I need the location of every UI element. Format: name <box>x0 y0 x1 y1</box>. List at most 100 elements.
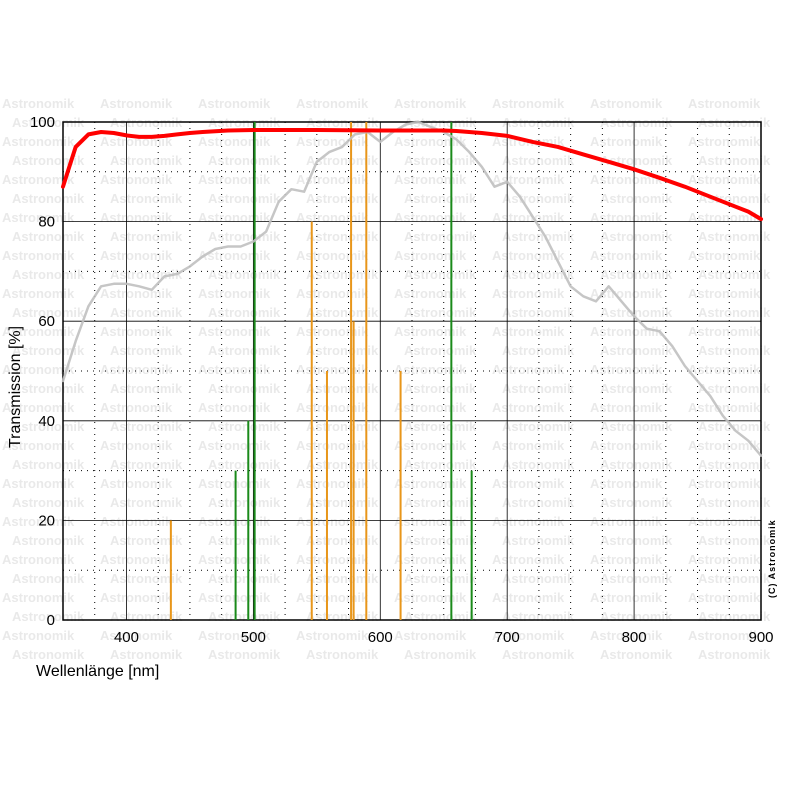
watermark-text: Astronomik <box>394 362 467 377</box>
watermark-text: Astronomik <box>404 267 477 282</box>
watermark-text: Astronomik <box>100 96 173 111</box>
watermark-text: Astronomik <box>590 590 663 605</box>
x-tick-label: 600 <box>368 629 393 646</box>
watermark-text: Astronomik <box>12 343 85 358</box>
watermark-text: Astronomik <box>198 514 271 529</box>
watermark-text: Astronomik <box>492 476 565 491</box>
y-tick-label: 40 <box>38 413 55 430</box>
watermark-text: Astronomik <box>198 628 271 643</box>
watermark-text: Astronomik <box>394 134 467 149</box>
watermark-text: Astronomik <box>2 628 75 643</box>
watermark-text: Astronomik <box>110 571 183 586</box>
watermark-text: Astronomik <box>2 210 75 225</box>
watermark-text: Astronomik <box>12 153 85 168</box>
watermark-text: Astronomik <box>404 305 477 320</box>
watermark-text: Astronomik <box>688 628 761 643</box>
watermark-text: Astronomik <box>688 362 761 377</box>
watermark-text: Astronomik <box>698 571 771 586</box>
watermark-text: Astronomik <box>198 400 271 415</box>
watermark-text: Astronomik <box>394 210 467 225</box>
watermark-text: Astronomik <box>404 571 477 586</box>
watermark-text: Astronomik <box>492 552 565 567</box>
watermark-text: Astronomik <box>688 590 761 605</box>
watermark-text: Astronomik <box>12 495 85 510</box>
watermark-text: Astronomik <box>590 552 663 567</box>
watermark-text: Astronomik <box>394 324 467 339</box>
watermark-text: Astronomik <box>208 457 281 472</box>
watermark-text: Astronomik <box>110 647 183 662</box>
watermark-text: Astronomik <box>404 153 477 168</box>
watermark-text: Astronomik <box>306 343 379 358</box>
watermark-text: Astronomik <box>100 590 173 605</box>
watermark-text: Astronomik <box>590 96 663 111</box>
watermark-text: Astronomik <box>100 286 173 301</box>
watermark-text: Astronomik <box>12 647 85 662</box>
watermark-text: Astronomik <box>110 533 183 548</box>
watermark-text: Astronomik <box>698 381 771 396</box>
watermark-text: Astronomik <box>306 381 379 396</box>
watermark-text: Astronomik <box>2 286 75 301</box>
x-tick-label: 700 <box>495 629 520 646</box>
watermark-text: Astronomik <box>208 609 281 624</box>
watermark-text: Astronomik <box>208 267 281 282</box>
watermark-text: Astronomik <box>110 495 183 510</box>
copyright-text: (C) Astronomik <box>767 519 777 598</box>
watermark-text: Astronomik <box>404 647 477 662</box>
watermark-text: Astronomik <box>198 552 271 567</box>
watermark-text: Astronomik <box>296 96 369 111</box>
watermark-text: Astronomik <box>208 647 281 662</box>
watermark-text: Astronomik <box>590 324 663 339</box>
watermark-text: Astronomik <box>502 191 575 206</box>
watermark-text: Astronomik <box>306 457 379 472</box>
watermark-text: Astronomik <box>502 495 575 510</box>
watermark-text: Astronomik <box>698 533 771 548</box>
watermark-text: Astronomik <box>590 514 663 529</box>
watermark-text: Astronomik <box>2 362 75 377</box>
watermark-text: Astronomik <box>100 552 173 567</box>
watermark-text: Astronomik <box>698 229 771 244</box>
watermark-text: Astronomik <box>590 210 663 225</box>
watermark-text: Astronomik <box>2 476 75 491</box>
watermark-text: Astronomik <box>688 400 761 415</box>
y-axis-label: Transmission [%] <box>7 326 24 448</box>
watermark-text: Astronomik <box>590 628 663 643</box>
watermark-text: Astronomik <box>492 590 565 605</box>
watermark-text: Astronomik <box>502 419 575 434</box>
y-tick-label: 20 <box>38 512 55 529</box>
watermark-text: Astronomik <box>688 134 761 149</box>
watermark-text: Astronomik <box>2 552 75 567</box>
watermark-text: Astronomik <box>590 286 663 301</box>
watermark-text: Astronomik <box>198 286 271 301</box>
watermark-text: Astronomik <box>394 628 467 643</box>
x-tick-label: 400 <box>114 629 139 646</box>
watermark-text: Astronomik <box>306 229 379 244</box>
watermark-text: Astronomik <box>110 229 183 244</box>
watermark-text: Astronomik <box>296 552 369 567</box>
watermark-text: Astronomik <box>404 229 477 244</box>
minor-grid <box>63 122 761 620</box>
watermark-text: Astronomik <box>296 590 369 605</box>
watermark-text: Astronomik <box>306 419 379 434</box>
watermark-text: Astronomik <box>208 153 281 168</box>
watermark-text: Astronomik <box>394 438 467 453</box>
watermark-text: Astronomik <box>110 191 183 206</box>
watermark-text: Astronomik <box>198 590 271 605</box>
x-tick-label: 800 <box>622 629 647 646</box>
watermark-text: Astronomik <box>2 248 75 263</box>
watermark-text: Astronomik <box>12 191 85 206</box>
watermark-text: Astronomik <box>492 438 565 453</box>
watermark-text: Astronomik <box>698 647 771 662</box>
watermark-text: Astronomik <box>590 362 663 377</box>
watermark-text: Astronomik <box>404 533 477 548</box>
watermark-text: Astronomik <box>110 609 183 624</box>
watermark-text: Astronomik <box>2 438 75 453</box>
watermark-text: Astronomik <box>12 305 85 320</box>
watermark-text: Astronomik <box>688 476 761 491</box>
watermark-text: Astronomik <box>100 476 173 491</box>
watermark-text: Astronomik <box>688 248 761 263</box>
y-tick-label: 60 <box>38 313 55 330</box>
watermark-text: Astronomik <box>306 191 379 206</box>
watermark-text: Astronomik <box>208 533 281 548</box>
watermark-text: Astronomik <box>404 343 477 358</box>
watermark-text: Astronomik <box>600 533 673 548</box>
